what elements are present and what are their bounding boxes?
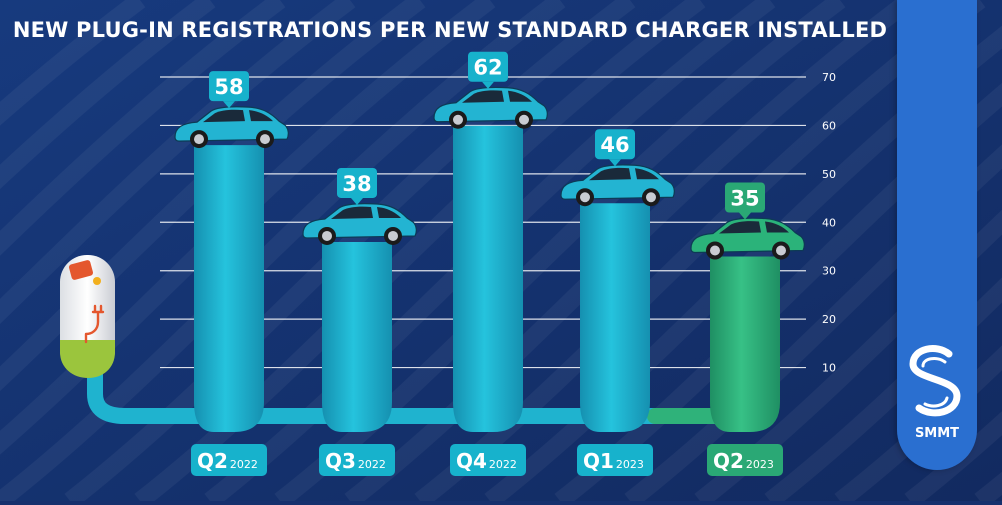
year-label: 2022 <box>358 458 386 471</box>
ev-charger-icon <box>60 255 115 378</box>
data-label: 62 <box>473 56 502 80</box>
cable-blue <box>87 352 663 424</box>
value-label-pointer <box>482 81 494 89</box>
x-tick-label: Q2 2023 <box>713 449 774 473</box>
value-label-box <box>725 182 765 213</box>
background-stripe <box>624 144 1002 505</box>
y-tick-label: 50 <box>822 168 836 181</box>
value-labels: 58 38 62 46 35 <box>209 51 765 220</box>
quarter-label: Q1 <box>583 449 614 473</box>
y-tick-label: 40 <box>822 216 836 229</box>
x-tick-label: Q3 2022 <box>325 449 386 473</box>
value-label-pointer <box>223 101 235 109</box>
value-label-box <box>209 71 249 102</box>
quarter-label: Q4 <box>456 449 487 473</box>
year-label: 2022 <box>230 458 258 471</box>
y-tick-label: 20 <box>822 313 836 326</box>
bar <box>710 256 780 432</box>
quarter-label: Q2 <box>713 449 744 473</box>
year-label: 2022 <box>489 458 517 471</box>
value-label-box <box>337 167 377 198</box>
value-label-box <box>468 51 508 82</box>
data-label: 46 <box>600 133 629 157</box>
background-stripe <box>0 0 216 190</box>
y-tick-label: 10 <box>822 362 836 375</box>
y-tick-label: 30 <box>822 265 836 278</box>
charger-button <box>93 277 101 285</box>
x-tick-badge <box>319 444 395 476</box>
value-label-pointer <box>351 197 363 205</box>
x-tick-badge <box>450 444 526 476</box>
bar <box>194 145 264 432</box>
background-stripe <box>0 0 146 126</box>
smmt-logo-icon <box>909 345 961 417</box>
quarter-label: Q3 <box>325 449 356 473</box>
x-tick-label: Q2 2022 <box>197 449 258 473</box>
car-icon <box>433 86 548 129</box>
x-tick-label: Q4 2022 <box>456 449 517 473</box>
data-label: 38 <box>342 172 371 196</box>
data-label: 58 <box>214 75 243 99</box>
brand-name: SMMT <box>914 426 960 441</box>
bar <box>453 125 523 432</box>
x-tick-label: Q1 2023 <box>583 449 644 473</box>
data-label: 35 <box>730 187 759 211</box>
x-tick-badge <box>577 444 653 476</box>
x-tick-badge <box>191 444 267 476</box>
bar <box>322 241 392 432</box>
year-label: 2023 <box>746 458 774 471</box>
y-tick-label: 70 <box>822 71 836 84</box>
background-stripe <box>554 82 1002 505</box>
background-stripe <box>414 0 986 505</box>
bars <box>194 125 780 432</box>
brand-panel <box>897 0 977 470</box>
y-tick-label: 60 <box>822 119 836 132</box>
charger-base <box>60 340 115 378</box>
x-axis-labels: Q2 2022 Q3 2022 Q4 2022 Q1 2023 Q2 2023 <box>191 444 783 476</box>
charger-screen <box>68 260 94 280</box>
cars <box>174 86 805 260</box>
value-label-pointer <box>739 212 751 220</box>
background-stripe <box>764 277 1002 505</box>
car-icon <box>690 217 805 260</box>
year-label: 2023 <box>616 458 644 471</box>
x-tick-badge <box>707 444 783 476</box>
plug-icon <box>84 304 105 344</box>
car-icon <box>174 106 289 149</box>
car-icon <box>560 164 675 207</box>
bar <box>580 203 650 432</box>
background-stripe <box>904 411 1002 505</box>
chart-title: NEW PLUG-IN REGISTRATIONS PER NEW STANDA… <box>12 18 888 42</box>
value-label-pointer <box>609 159 621 167</box>
quarter-label: Q2 <box>197 449 228 473</box>
value-label-box <box>595 129 635 160</box>
car-icon <box>302 203 417 245</box>
